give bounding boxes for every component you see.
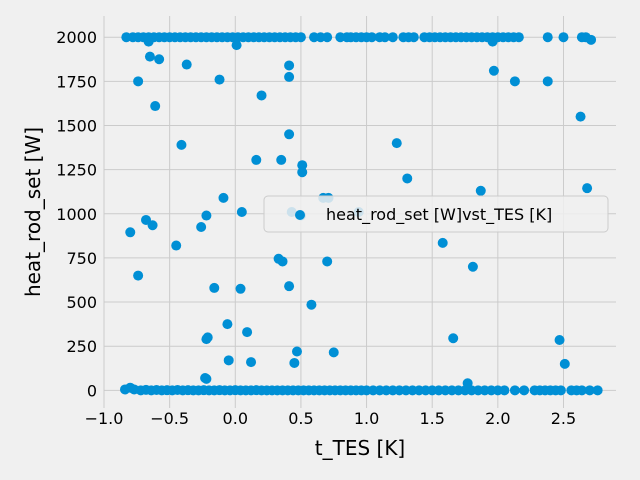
data-point	[475, 185, 486, 196]
data-point	[144, 51, 155, 62]
data-point	[133, 270, 144, 281]
data-point	[154, 54, 165, 65]
data-point	[575, 111, 586, 122]
data-point	[448, 333, 459, 344]
y-tick-labels: 0 250 500 750 1000 1250 1500 1750 2000	[56, 28, 97, 400]
y-tick-label: 1000	[56, 205, 97, 224]
data-point	[509, 76, 520, 87]
legend-box	[263, 195, 609, 233]
data-point	[276, 154, 287, 165]
data-point	[284, 129, 295, 140]
data-point	[150, 101, 161, 112]
data-point	[558, 32, 569, 43]
data-point	[366, 32, 377, 43]
data-point	[143, 36, 154, 47]
y-tick-label: 1250	[56, 161, 97, 180]
data-point	[584, 385, 595, 396]
data-point	[576, 385, 587, 396]
data-point	[291, 346, 302, 357]
x-tick-label: 1.5	[419, 409, 444, 428]
data-point	[284, 281, 295, 292]
legend-marker	[295, 210, 305, 220]
data-point	[181, 59, 192, 70]
data-point	[284, 71, 295, 82]
y-tick-label: 2000	[56, 28, 97, 47]
data-point	[306, 299, 317, 310]
data-point	[391, 138, 402, 149]
data-point	[223, 355, 234, 366]
y-tick-label: 750	[66, 249, 97, 268]
data-point	[209, 282, 220, 293]
x-tick-label: −1.0	[85, 409, 124, 428]
data-point	[289, 357, 300, 368]
y-tick-label: 500	[66, 293, 97, 312]
data-point	[379, 32, 390, 43]
data-point	[214, 74, 225, 85]
data-point	[201, 334, 212, 345]
data-point	[586, 34, 597, 45]
legend-label: heat_rod_set [W]vst_TES [K]	[326, 205, 552, 225]
data-point	[387, 32, 398, 43]
data-point	[235, 283, 246, 294]
data-point	[222, 319, 233, 330]
x-axis-title: t_TES [K]	[315, 436, 405, 460]
data-point	[328, 347, 339, 358]
y-tick-label: 1500	[56, 116, 97, 135]
data-point	[322, 32, 333, 43]
y-tick-label: 250	[66, 337, 97, 356]
data-point	[408, 32, 419, 43]
y-tick-label: 0	[87, 381, 97, 400]
data-point	[437, 237, 448, 248]
data-point	[246, 357, 257, 368]
data-point	[467, 261, 478, 272]
data-point	[295, 32, 306, 43]
data-point	[297, 167, 308, 178]
data-point	[277, 256, 288, 267]
x-tick-label: 0.5	[288, 409, 313, 428]
data-point	[582, 183, 593, 194]
data-point	[176, 139, 187, 150]
data-point	[519, 385, 530, 396]
data-point	[201, 373, 212, 384]
data-point	[284, 60, 295, 71]
data-point	[402, 173, 413, 184]
data-point	[509, 385, 520, 396]
data-points	[120, 32, 603, 396]
data-point	[542, 76, 553, 87]
x-tick-labels: −1.0 −0.5 0.0 0.5 1.0 1.5 2.0 2.5	[85, 409, 577, 428]
data-point	[487, 36, 498, 47]
x-tick-label: 1.0	[354, 409, 379, 428]
x-tick-label: 2.0	[485, 409, 510, 428]
data-point	[322, 256, 333, 267]
data-point	[592, 385, 603, 396]
data-point	[133, 76, 144, 87]
data-point	[171, 240, 182, 251]
data-point	[196, 222, 207, 233]
legend: heat_rod_set [W]vst_TES [K]	[263, 195, 609, 233]
x-tick-label: −0.5	[150, 409, 189, 428]
data-point	[513, 32, 524, 43]
data-point	[201, 210, 212, 221]
data-point	[218, 192, 229, 203]
data-point	[256, 90, 267, 101]
data-point	[488, 65, 499, 76]
data-point	[297, 160, 308, 171]
x-tick-label: 2.5	[551, 409, 576, 428]
data-point	[231, 40, 242, 51]
data-point	[555, 385, 566, 396]
data-point	[147, 220, 158, 231]
y-tick-label: 1750	[56, 72, 97, 91]
data-point	[242, 327, 253, 338]
data-point	[125, 227, 136, 238]
data-point	[542, 32, 553, 43]
data-point	[559, 358, 570, 369]
data-point	[554, 335, 565, 346]
data-point	[251, 154, 262, 165]
x-tick-label: 0.0	[223, 409, 248, 428]
data-point	[236, 207, 247, 217]
data-point	[499, 385, 510, 396]
y-axis-title: heat_rod_set [W]	[21, 127, 45, 297]
